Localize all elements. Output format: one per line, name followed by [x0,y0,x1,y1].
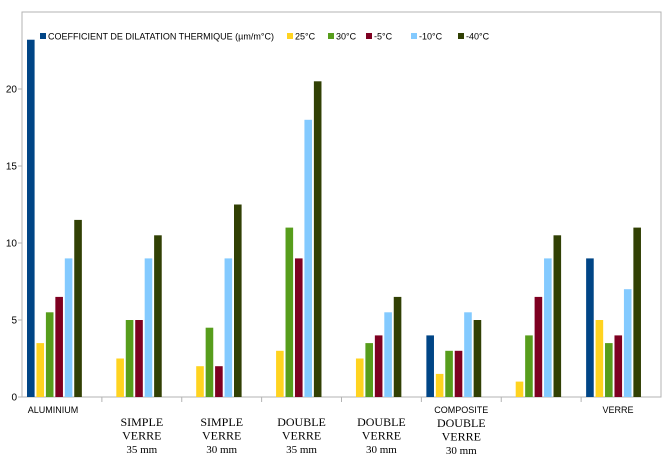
bar [464,312,472,397]
category-sublabel: VERRE [442,430,481,444]
legend-label: -5°C [374,32,393,42]
bar [633,227,641,397]
bar [525,335,533,397]
bar [276,350,284,397]
bar [74,219,82,397]
legend-swatch [366,33,372,39]
bar [454,350,463,397]
category-sublabel: VERRE [282,429,321,443]
y-tick-label: 20 [6,85,18,96]
category-sublabel: VERRE [202,429,241,443]
legend-label: -40°C [466,32,490,42]
bar [55,296,63,397]
bar [374,335,383,397]
bar [45,312,54,397]
category-sublabel: 30 mm [446,445,477,457]
bar [605,343,613,397]
bar [553,235,562,397]
y-tick-label: 0 [11,393,17,404]
bar [595,320,604,397]
bar [445,350,453,397]
legend-swatch [411,33,417,39]
bars [27,39,641,398]
bar [215,366,223,397]
category-sublabel: 35 mm [286,444,317,456]
category-sublabel: DOUBLE [437,416,486,430]
bar [393,296,402,397]
category-sublabel: 30 mm [206,444,237,456]
bar [154,235,162,397]
y-tick-label: 5 [11,316,17,327]
bar [544,258,552,397]
plot-frame [21,11,662,398]
bar [224,258,233,397]
bar [614,335,623,397]
bar [144,258,153,397]
category-label: VERRE [603,405,634,415]
bar [135,320,143,397]
category-sublabel: DOUBLE [277,415,326,429]
legend: COEFFICIENT DE DILATATION THERMIQUE (µm/… [40,32,490,42]
bar [426,335,434,397]
bar [196,366,204,397]
category-sublabel: SIMPLE [120,415,163,429]
bar [586,258,594,397]
category-label: COMPOSITE [434,405,488,415]
bar [515,381,524,397]
category-sublabel: SIMPLE [200,415,243,429]
y-tick-label: 15 [6,162,18,173]
bar [313,81,322,398]
category-sublabel: 35 mm [126,444,157,456]
legend-label: COEFFICIENT DE DILATATION THERMIQUE (µm/… [48,32,274,42]
category-sublabel: VERRE [122,429,161,443]
bar [473,320,482,397]
axes: 0 5 10 15 20 [6,11,662,404]
bar [355,358,364,397]
bar [435,373,444,397]
y-tick-label: 10 [6,239,18,250]
legend-swatch [287,33,293,39]
bar [36,343,45,397]
category-label: ALUMINIUM [28,405,79,415]
legend-swatch [328,33,334,39]
legend-label: -10°C [419,32,443,42]
legend-swatch [40,33,46,39]
bar [205,327,214,397]
legend-label: 30°C [336,32,357,42]
bar [285,227,294,397]
bar [534,296,543,397]
bar [27,39,35,397]
bar [234,204,242,397]
bar [116,358,124,397]
category-sublabel: 30 mm [366,444,397,456]
category-sublabel: DOUBLE [357,415,406,429]
bar [623,289,632,397]
bar [304,119,313,398]
bar [365,343,373,397]
legend-label: 25°C [295,32,316,42]
bar [64,258,73,397]
category-sublabel: VERRE [362,429,401,443]
bar [294,258,303,397]
legend-swatch [458,33,464,39]
bar [125,320,134,397]
bar [384,312,392,397]
